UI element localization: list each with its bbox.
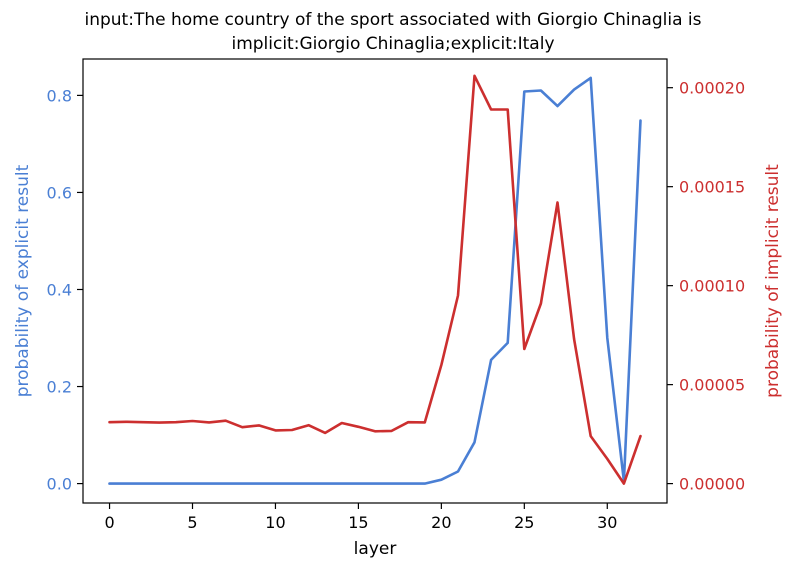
x-tick-label: 25 xyxy=(514,513,534,532)
y-axis-left: 0.0 0.2 0.4 0.6 0.8 xyxy=(47,86,83,494)
x-tick-label: 5 xyxy=(187,513,197,532)
y-left-tick-label: 0.8 xyxy=(47,86,72,105)
y-left-tick-label: 0.6 xyxy=(47,183,72,202)
y-left-tick-label: 0.2 xyxy=(47,378,72,397)
x-tick-label: 10 xyxy=(265,513,285,532)
y-right-tick-label: 0.00015 xyxy=(679,178,745,197)
y-right-tick-label: 0.00000 xyxy=(679,475,745,494)
y-axis-right-label: probability of implicit result xyxy=(763,164,783,398)
x-axis-label: layer xyxy=(354,539,397,559)
chart-title: input:The home country of the sport asso… xyxy=(84,10,701,54)
y-axis-right: 0.00000 0.00005 0.00010 0.00015 0.00020 xyxy=(667,79,745,494)
x-tick-label: 20 xyxy=(431,513,451,532)
chart-title-line-1: input:The home country of the sport asso… xyxy=(84,10,701,30)
x-tick-label: 30 xyxy=(597,513,617,532)
y-right-tick-label: 0.00020 xyxy=(679,79,745,98)
y-axis-left-label: probability of explicit result xyxy=(13,164,33,397)
y-left-tick-label: 0.4 xyxy=(47,280,72,299)
x-tick-label: 15 xyxy=(348,513,368,532)
series-line-explicit xyxy=(108,76,642,485)
series-layer xyxy=(108,74,642,485)
y-right-tick-label: 0.00010 xyxy=(679,277,745,296)
chart-title-line-2: implicit:Giorgio Chinaglia;explicit:Ital… xyxy=(231,34,554,54)
x-axis: 0 5 10 15 20 25 30 xyxy=(104,503,617,532)
y-right-tick-label: 0.00005 xyxy=(679,376,745,395)
series-line-implicit xyxy=(108,74,642,485)
y-left-tick-label: 0.0 xyxy=(47,475,72,494)
plot-frame xyxy=(82,58,668,504)
x-tick-label: 0 xyxy=(104,513,114,532)
